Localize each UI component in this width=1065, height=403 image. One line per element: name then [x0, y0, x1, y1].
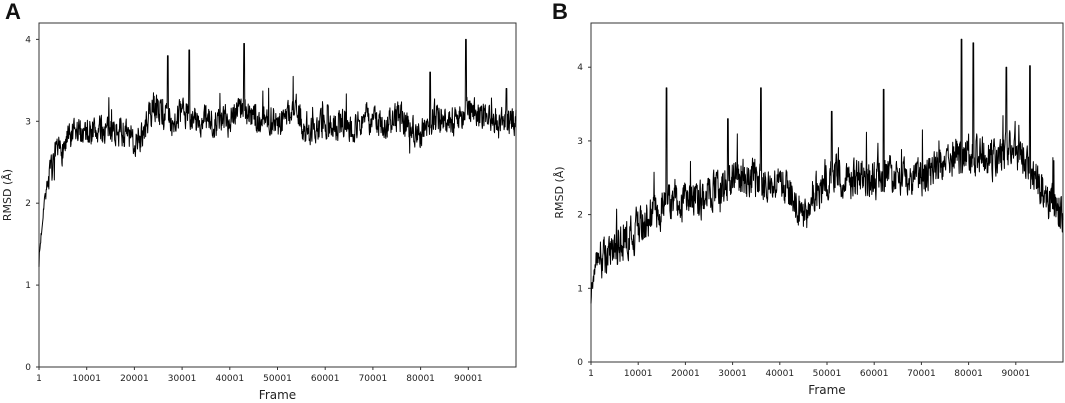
- x-tick-label: 30001: [168, 374, 197, 384]
- y-tick-label: 1: [25, 281, 31, 291]
- y-tick-label: 3: [25, 117, 31, 127]
- panel-a-y-axis: 0 1 2 3 4: [25, 35, 39, 373]
- x-tick-label: 50001: [263, 374, 292, 384]
- x-tick-label: 20001: [671, 369, 700, 379]
- x-tick-label: 1: [36, 374, 42, 384]
- y-tick-label: 1: [577, 284, 583, 294]
- x-tick-label: 10001: [624, 369, 653, 379]
- x-tick-label: 50001: [813, 369, 842, 379]
- x-tick-label: 40001: [215, 374, 244, 384]
- panel-a-label: A: [5, 0, 21, 24]
- y-tick-label: 4: [25, 35, 31, 45]
- x-tick-label: 40001: [765, 369, 794, 379]
- panel-a-y-axis-title: RMSD (Å): [1, 169, 14, 221]
- panel-a-rmsd-trace: [38, 38, 517, 267]
- x-tick-label: 10001: [72, 374, 101, 384]
- panel-b-label: B: [552, 0, 568, 24]
- panel-b-x-axis-title: Frame: [808, 383, 845, 397]
- x-tick-label: 80001: [954, 369, 983, 379]
- x-tick-label: 70001: [907, 369, 936, 379]
- x-tick-label: 20001: [120, 374, 149, 384]
- x-tick-label: 70001: [359, 374, 388, 384]
- panel-b-x-axis: 1 10001 20001 30001 40001 50001 60001 70001 8000…: [588, 362, 1030, 379]
- panel-b-rmsd-trace: [590, 38, 1064, 304]
- y-tick-label: 2: [25, 199, 31, 209]
- y-tick-label: 0: [577, 358, 583, 368]
- x-tick-label: 30001: [718, 369, 747, 379]
- x-tick-label: 80001: [406, 374, 435, 384]
- panel-a-plot-frame: [38, 22, 517, 368]
- panel-a-x-axis: 1 10001 20001 30001 40001 50001 60001 70001 8000…: [36, 367, 483, 384]
- panel-b-y-axis-title: RMSD (Å): [553, 166, 566, 218]
- x-tick-label: 1: [588, 369, 594, 379]
- y-tick-label: 2: [577, 211, 583, 221]
- x-tick-label: 60001: [311, 374, 340, 384]
- y-tick-label: 0: [25, 363, 31, 373]
- x-tick-label: 90001: [454, 374, 483, 384]
- panel-a-x-axis-title: Frame: [259, 388, 296, 402]
- panel-b-y-axis: 0 1 2 3 4: [577, 63, 591, 368]
- y-tick-label: 3: [577, 137, 583, 147]
- x-tick-label: 60001: [860, 369, 889, 379]
- x-tick-label: 90001: [1001, 369, 1030, 379]
- y-tick-label: 4: [577, 63, 583, 73]
